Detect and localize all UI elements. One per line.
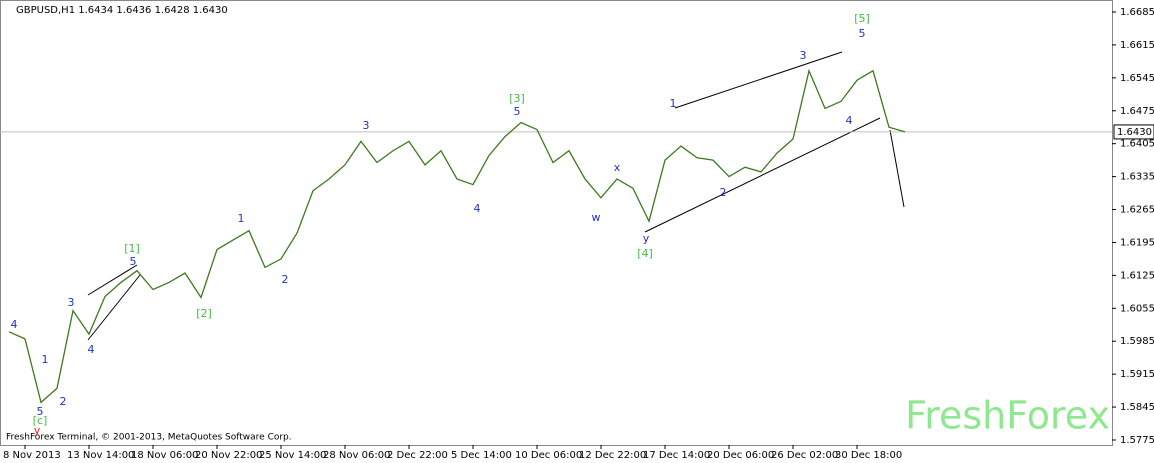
wave-label: 4 [11,318,18,331]
wave-label: [c] [33,414,48,427]
wave-label: [1] [124,242,140,255]
trend-lines [87,51,905,341]
y-tick-label: 1.5775 [1120,435,1154,446]
x-tick-label: 26 Dec 02:00 [771,450,838,461]
wave-label: 2 [720,186,727,199]
y-tick-label: 1.6405 [1120,139,1154,150]
wave-label: 3 [68,296,75,309]
wave-label: 4 [846,114,853,127]
x-tick-label: 20 Dec 06:00 [707,450,774,461]
wave-label: 5 [859,27,866,40]
price-box [1113,124,1154,140]
x-tick-label: 13 Nov 14:00 [67,450,134,461]
price-line-series [8,68,906,404]
y-tick-label: 1.5915 [1120,369,1154,380]
plot-frame [0,0,1113,446]
x-tick-label: 17 Dec 14:00 [643,450,710,461]
wave-label: 5 [514,105,521,118]
y-tick-label: 1.6475 [1120,106,1154,117]
wave-label: 1 [670,97,677,110]
wave-label: 5 [37,405,44,418]
wave-label: y [34,424,41,437]
x-tick-label: 12 Dec 22:00 [579,450,646,461]
x-tick-label: 20 Nov 22:00 [195,450,262,461]
y-tick-label: 1.5845 [1120,402,1154,413]
wave-label: [5] [854,12,870,25]
wave-label: [2] [196,307,212,320]
wave-label: 1 [42,353,49,366]
header: GBPUSD,H1 1.6434 1.6436 1.6428 1.6430 [16,5,228,16]
wave-label: 4 [474,202,481,215]
y-tick-label: 1.6055 [1120,303,1154,314]
x-tick-label: 5 Dec 14:00 [451,450,512,461]
x-tick-label: 28 Nov 06:00 [323,450,390,461]
y-tick-label: 1.6195 [1120,237,1154,248]
x-tick-label: 8 Nov 2013 [3,450,61,461]
x-tick-label: 10 Dec 06:00 [515,450,582,461]
price-label: 1.6430 [1117,127,1152,138]
wave-label: 3 [363,119,370,132]
y-tick-label: 1.5985 [1120,336,1154,347]
wave-label: y [643,232,650,245]
wave-label: x [614,161,621,174]
wave-label: 2 [282,273,289,286]
watermark: FreshForex [905,394,1110,438]
y-tick-label: 1.6265 [1120,205,1154,216]
footer: FreshForex Terminal, © 2001-2013, MetaQu… [6,433,292,443]
wave-label: 1 [238,212,245,225]
wave-label: [4] [637,247,653,260]
y-tick-label: 1.6125 [1120,270,1154,281]
y-tick-label: 1.6335 [1120,172,1154,183]
x-tick-label: 2 Dec 22:00 [387,450,448,461]
wave-label: 3 [800,49,807,62]
wave-label: 5 [130,255,137,268]
y-tick-label: 1.6685 [1120,7,1154,18]
y-tick-label: 1.6615 [1120,40,1154,51]
wave-label: w [592,211,601,224]
x-tick-label: 30 Dec 18:00 [835,450,902,461]
wave-label: 4 [88,343,95,356]
wave-label: 2 [60,395,67,408]
y-tick-label: 1.6545 [1120,73,1154,84]
x-tick-label: 25 Nov 14:00 [259,450,326,461]
x-tick-label: 18 Nov 06:00 [131,450,198,461]
wave-label: [3] [509,92,525,105]
